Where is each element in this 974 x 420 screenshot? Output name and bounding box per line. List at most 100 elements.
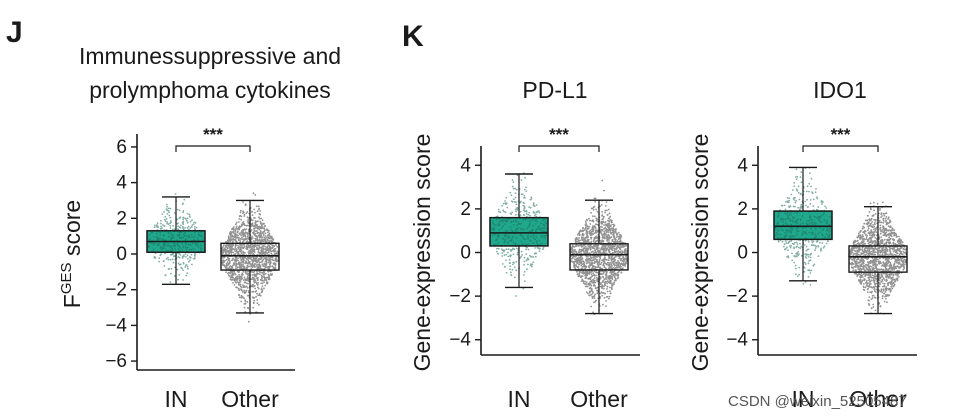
data-point <box>235 244 237 247</box>
data-point <box>170 272 172 275</box>
data-point <box>255 224 257 227</box>
data-point <box>543 236 546 239</box>
data-point <box>504 265 506 268</box>
data-point <box>515 237 518 239</box>
y-tick-label: −6 <box>105 351 127 372</box>
data-point <box>519 210 522 213</box>
data-point <box>805 245 808 248</box>
data-point <box>238 227 241 230</box>
data-point <box>265 249 268 252</box>
data-point <box>542 246 545 249</box>
data-point <box>537 226 540 229</box>
data-point <box>227 274 230 277</box>
data-point <box>164 243 167 246</box>
data-point <box>499 219 502 222</box>
data-point <box>256 302 259 305</box>
data-point <box>592 278 594 281</box>
data-point <box>522 219 524 222</box>
data-point <box>172 225 175 227</box>
data-point <box>234 259 237 261</box>
data-point <box>493 223 496 226</box>
data-point <box>225 262 228 265</box>
data-point <box>611 265 613 267</box>
data-point <box>243 245 246 248</box>
data-point <box>800 203 803 206</box>
data-point <box>811 231 814 234</box>
data-point <box>253 257 256 260</box>
data-point <box>525 213 528 215</box>
data-point <box>260 291 263 294</box>
data-point <box>585 276 587 279</box>
data-point <box>253 208 256 211</box>
x-category-label: Other <box>570 386 628 412</box>
data-point <box>591 228 593 231</box>
data-point <box>606 209 608 212</box>
data-point <box>593 274 595 276</box>
data-point <box>177 244 179 247</box>
data-point <box>248 253 250 255</box>
data-point <box>275 260 278 263</box>
data-point <box>256 248 258 251</box>
data-point <box>613 257 616 259</box>
data-point <box>514 196 517 199</box>
data-point <box>802 282 805 285</box>
data-point <box>257 287 260 290</box>
data-point <box>577 239 580 242</box>
data-point <box>505 229 507 232</box>
data-point <box>159 227 162 230</box>
data-point <box>609 274 612 277</box>
data-point <box>169 245 172 248</box>
data-point <box>235 262 238 265</box>
data-point <box>161 227 163 229</box>
data-point <box>501 255 503 257</box>
data-point <box>605 280 608 283</box>
data-point <box>245 260 247 263</box>
data-point <box>577 251 580 254</box>
data-point <box>603 297 606 299</box>
data-point <box>605 272 608 274</box>
data-point <box>613 276 616 278</box>
data-point <box>511 220 513 223</box>
data-point <box>519 214 522 217</box>
data-point <box>823 219 826 222</box>
data-point <box>584 280 586 283</box>
data-point <box>501 252 504 255</box>
data-point <box>234 235 237 238</box>
data-point <box>264 224 266 227</box>
data-point <box>245 282 248 284</box>
data-point <box>238 296 241 299</box>
data-point <box>262 238 265 241</box>
data-point <box>180 247 182 250</box>
data-point <box>797 218 799 221</box>
data-point <box>616 232 618 235</box>
data-point <box>252 297 255 299</box>
data-point <box>163 265 166 267</box>
data-point <box>902 250 905 253</box>
data-point <box>609 271 612 274</box>
data-point <box>532 261 535 263</box>
data-point <box>257 267 260 270</box>
data-point <box>809 202 812 205</box>
data-point <box>247 279 249 282</box>
data-point <box>266 239 269 242</box>
data-point <box>244 237 247 240</box>
data-point <box>609 277 612 279</box>
data-point <box>186 254 189 257</box>
data-point <box>593 282 595 284</box>
data-point <box>811 191 813 194</box>
data-point <box>523 274 525 276</box>
data-point <box>596 292 599 295</box>
data-point <box>579 244 581 247</box>
data-point <box>163 234 166 237</box>
data-point <box>873 296 876 299</box>
data-point <box>262 231 264 234</box>
data-point <box>805 190 808 193</box>
data-point <box>245 212 248 215</box>
data-point <box>250 250 252 252</box>
data-point <box>252 283 255 286</box>
data-point <box>828 236 831 238</box>
data-point <box>828 215 831 218</box>
data-point <box>864 274 867 277</box>
data-point <box>162 224 164 226</box>
